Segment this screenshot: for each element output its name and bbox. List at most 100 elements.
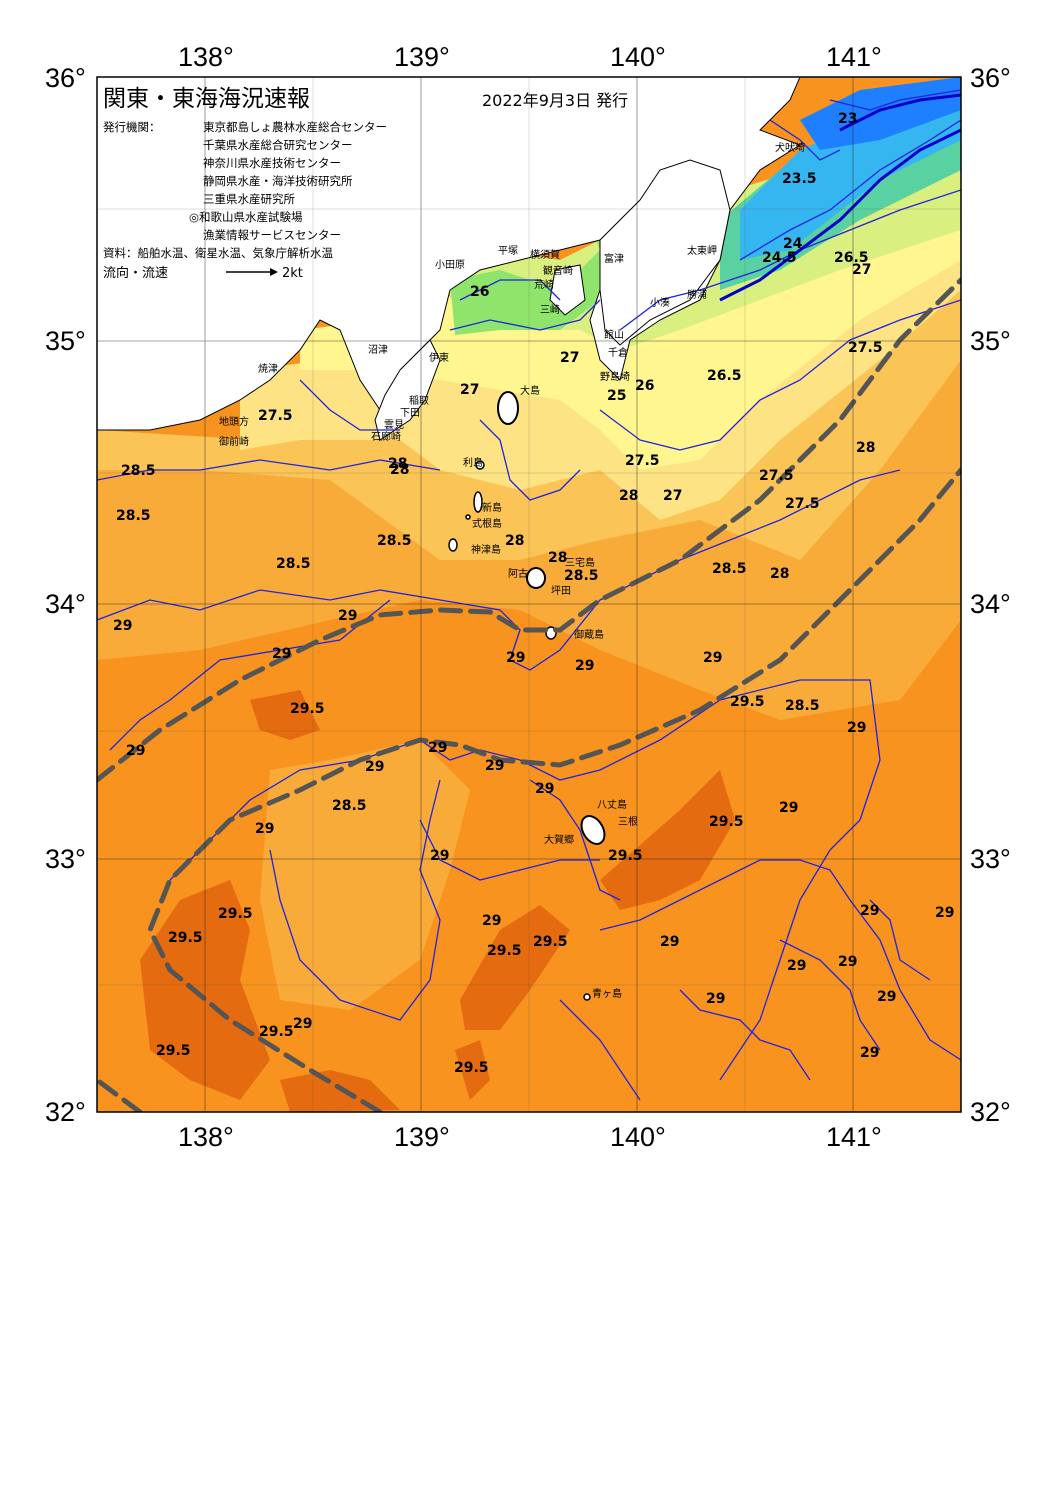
isotherm-label: 28.5	[276, 556, 311, 572]
sea-285-zone-south	[260, 740, 470, 1010]
isotherm-label: 25	[607, 388, 626, 404]
place-label: 利島	[463, 456, 483, 469]
isotherm-label: 26.5	[834, 250, 869, 266]
place-label: 犬吠埼	[775, 141, 805, 154]
isotherm-label: 28.5	[116, 508, 151, 524]
place-label: 小田原	[435, 259, 465, 271]
isotherm-label: 27.5	[759, 468, 794, 484]
issuer-6: ◎和歌山県水産試験場	[189, 210, 303, 224]
isotherm-label: 28.5	[712, 561, 747, 577]
sea-22-zone	[800, 77, 961, 150]
lon-label-141: 141°	[826, 42, 882, 72]
island-kozushima	[448, 538, 458, 552]
isotherm-label: 28	[388, 456, 407, 472]
place-label: 八丈島	[597, 798, 627, 811]
lat-label-33-right: 33°	[970, 844, 1011, 874]
flow-legend-label: 流向・流速	[103, 265, 168, 281]
lon-label-138: 138°	[178, 42, 234, 72]
isotherm-label: 28	[548, 550, 567, 566]
isotherm-label: 29	[338, 608, 357, 624]
island-miyakejima	[526, 567, 546, 589]
place-label: 石廊崎	[371, 430, 401, 443]
warm-295-patch	[455, 1040, 490, 1100]
place-label: 大島	[520, 384, 540, 397]
place-label: 伊東	[429, 351, 449, 364]
place-label: 太東岬	[687, 244, 717, 257]
isotherm-label: 28	[619, 488, 638, 504]
isotherm-label: 29	[779, 800, 798, 816]
isotherm-label: 29	[272, 646, 291, 662]
isotherm-lines	[97, 89, 961, 1101]
isotherm-label: 28	[856, 440, 875, 456]
kuroshio-axis	[97, 277, 961, 1112]
isotherm-label: 29	[935, 905, 954, 921]
isotherm-label: 29	[365, 759, 384, 775]
isotherm-label: 27.5	[848, 340, 883, 356]
lat-label-34-left: 34°	[45, 589, 86, 619]
issuer-3: 神奈川県水産技術センター	[203, 156, 341, 170]
issue-date: 2022年9月3日 発行	[482, 91, 628, 110]
island-toshima	[475, 460, 485, 470]
lat-label-35-left: 35°	[45, 326, 86, 356]
sea-28-zone	[97, 290, 961, 560]
lon-label-140-bottom: 140°	[610, 1122, 666, 1152]
warm-295-patch	[280, 1070, 400, 1112]
isotherm-label: 29	[860, 1045, 879, 1061]
isotherm-label: 29	[430, 848, 449, 864]
place-label: 沼津	[368, 343, 388, 356]
isotherm-label: 28.5	[785, 698, 820, 714]
isotherm-label: 29.5	[218, 906, 253, 922]
lat-label-35-right: 35°	[970, 326, 1011, 356]
warm-295-patch	[600, 770, 735, 910]
sea-temperature-fill	[97, 77, 961, 1112]
lat-label-32-left: 32°	[45, 1097, 86, 1127]
issuer-5: 三重県水産研究所	[203, 192, 295, 206]
isotherm-label: 29	[787, 958, 806, 974]
place-label: 平塚	[498, 245, 518, 257]
place-label: 焼津	[258, 363, 278, 375]
isotherm-value-labels: 23 23.5 24.5 24 26.5 27 26 25 27 26.5 27…	[113, 111, 954, 1076]
lon-label-139: 139°	[394, 42, 450, 72]
isotherm-label: 29	[847, 720, 866, 736]
isotherm-label: 29.5	[730, 694, 765, 710]
lat-label-34-right: 34°	[970, 589, 1011, 619]
isotherm-label: 28	[505, 533, 524, 549]
isotherm-label: 29.5	[156, 1043, 191, 1059]
isotherm-label: 29.5	[454, 1060, 489, 1076]
place-label: 観音崎	[543, 264, 573, 277]
issuer-2: 千葉県水産総合研究センター	[203, 138, 353, 152]
lat-label-33-left: 33°	[45, 844, 86, 874]
flow-legend-arrowhead	[270, 268, 278, 276]
flow-legend-scale: 2kt	[282, 266, 303, 281]
place-label: 下田	[400, 408, 420, 419]
land-boso	[599, 159, 731, 346]
data-sources: 資料：船舶水温、衛星水温、気象庁解析水温	[103, 246, 333, 260]
isotherm-label: 29	[860, 903, 879, 919]
place-label: 千倉	[608, 346, 628, 359]
isotherm-label: 29	[126, 743, 145, 759]
lat-label-36-right: 36°	[970, 63, 1011, 93]
place-label: 稲取	[409, 395, 429, 407]
island-hachijojima	[580, 815, 606, 845]
lat-label-32-right: 32°	[970, 1097, 1011, 1127]
place-label: 野島埼	[600, 370, 630, 383]
isotherm-label: 29	[877, 989, 896, 1005]
issuer-label: 発行機関：	[103, 120, 161, 134]
island-oshima	[497, 391, 519, 425]
isotherm-label: 26	[635, 378, 654, 394]
isotherm-label: 23.5	[782, 171, 817, 187]
isotherm-label: 27.5	[625, 453, 660, 469]
isotherm-label: 29.5	[259, 1024, 294, 1040]
isotherm-label: 27.5	[258, 408, 293, 424]
isotherm-label: 27	[560, 350, 579, 366]
isotherm-label: 29	[485, 758, 504, 774]
isotherm-label: 24	[783, 236, 803, 252]
isotherm-label: 27	[460, 382, 479, 398]
isotherm-label: 28.5	[377, 533, 412, 549]
map-frame	[96, 76, 962, 1113]
isotherm-label: 29	[482, 913, 501, 929]
isotherm-label: 29	[113, 618, 132, 634]
isotherm-label: 28.5	[332, 798, 367, 814]
place-label: 館山	[604, 328, 624, 341]
